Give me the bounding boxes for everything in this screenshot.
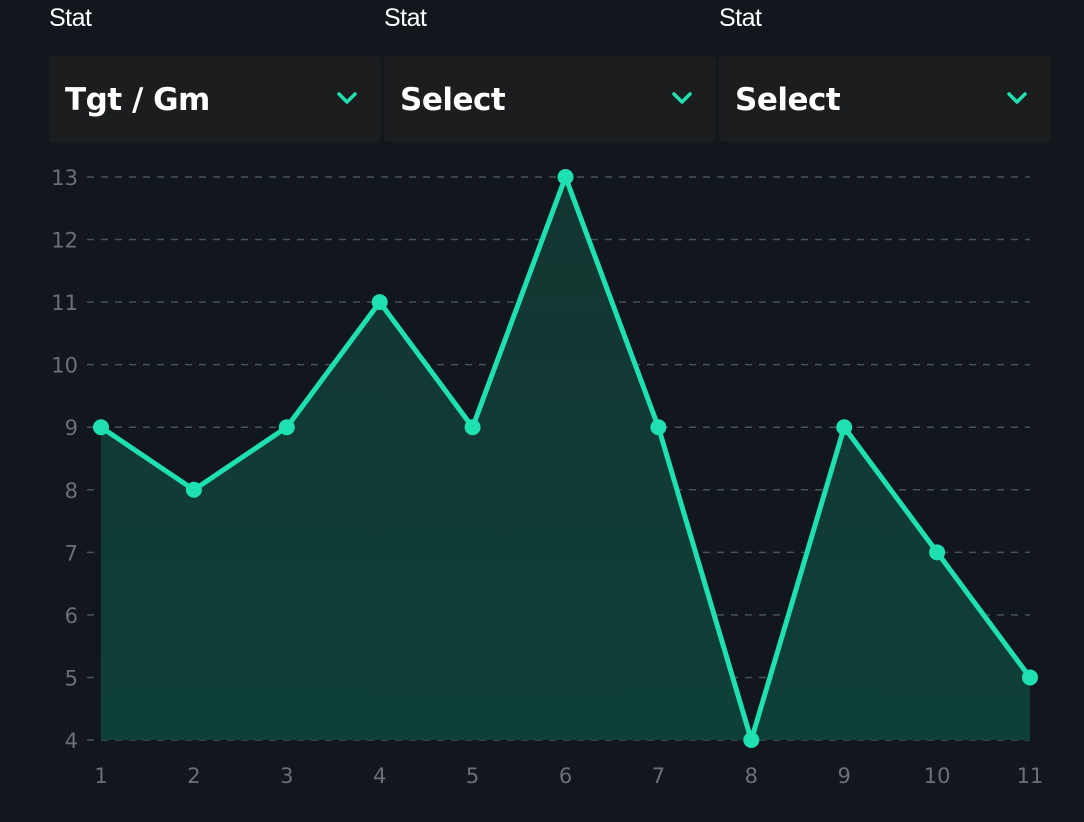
x-tick-label: 1	[94, 764, 107, 788]
data-point[interactable]	[929, 544, 946, 561]
stat-dropdown-3-value: Select	[735, 82, 841, 118]
x-tick-label: 4	[373, 764, 386, 788]
chevron-down-icon	[337, 92, 357, 104]
data-point[interactable]	[464, 419, 481, 436]
stat-dropdown-1-value: Tgt / Gm	[65, 82, 210, 118]
y-axis-ticks: 4 5 6 7 8 9 10 11 12 13	[51, 166, 78, 753]
chevron-down-icon	[1007, 92, 1027, 104]
x-tick-label: 7	[652, 764, 665, 788]
y-tick-label: 5	[65, 666, 78, 690]
data-point[interactable]	[743, 732, 760, 748]
x-tick-label: 11	[1017, 764, 1044, 788]
data-points	[93, 169, 1038, 748]
y-tick-label: 9	[65, 416, 78, 440]
data-point[interactable]	[836, 419, 853, 436]
stat-dropdown-3[interactable]: Select	[719, 56, 1051, 142]
x-tick-label: 2	[187, 764, 200, 788]
y-tick-label: 10	[51, 354, 78, 378]
data-point[interactable]	[1022, 669, 1038, 686]
data-point[interactable]	[93, 419, 109, 436]
data-point[interactable]	[557, 169, 574, 185]
chevron-down-icon	[672, 92, 692, 104]
stat-label-1: Stat	[49, 4, 92, 32]
y-tick-label: 13	[51, 166, 78, 190]
x-tick-label: 8	[745, 764, 758, 788]
data-point[interactable]	[371, 294, 388, 311]
x-tick-label: 5	[466, 764, 479, 788]
x-tick-label: 9	[838, 764, 851, 788]
x-tick-label: 10	[924, 764, 951, 788]
y-tick-label: 6	[65, 604, 78, 628]
area-fill	[101, 177, 1030, 740]
x-tick-label: 3	[280, 764, 293, 788]
stat-dropdown-1[interactable]: Tgt / Gm	[49, 56, 381, 142]
stat-label-2: Stat	[384, 4, 427, 32]
stat-selectors: Stat Tgt / Gm Stat Select Stat Select	[0, 0, 1084, 150]
y-tick-label: 12	[51, 229, 78, 253]
y-tick-label: 7	[65, 541, 78, 565]
stat-dropdown-2[interactable]: Select	[384, 56, 716, 142]
y-tick-label: 11	[51, 291, 78, 315]
y-tick-label: 4	[65, 729, 78, 753]
stat-dropdown-2-value: Select	[400, 82, 506, 118]
data-point[interactable]	[185, 481, 202, 498]
data-point[interactable]	[650, 419, 667, 436]
x-axis-ticks: 1 2 3 4 5 6 7 8 9 10 11	[94, 764, 1043, 788]
stat-label-3: Stat	[719, 4, 762, 32]
x-tick-label: 6	[559, 764, 572, 788]
data-point[interactable]	[278, 419, 295, 436]
y-tick-label: 8	[65, 479, 78, 503]
